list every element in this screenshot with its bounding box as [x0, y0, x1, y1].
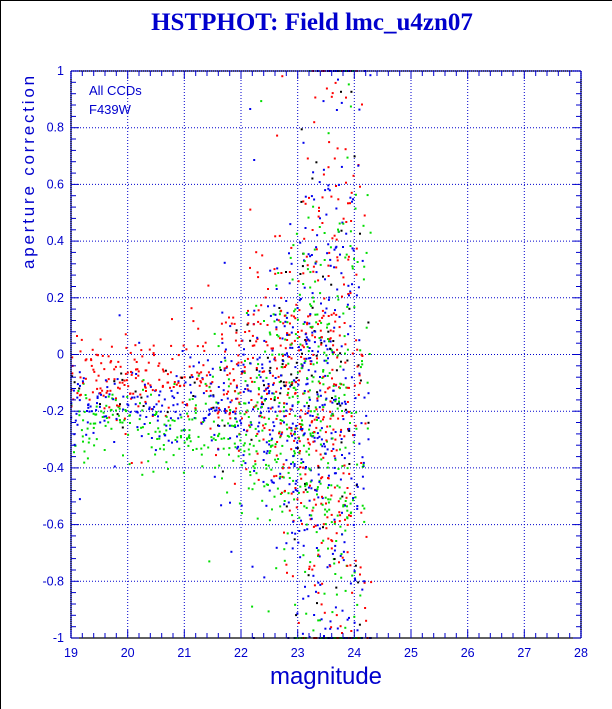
svg-text:0.2: 0.2 [47, 291, 64, 305]
svg-text:1: 1 [57, 64, 64, 78]
svg-text:21: 21 [177, 646, 191, 660]
svg-text:23: 23 [291, 646, 305, 660]
svg-text:0.8: 0.8 [47, 121, 64, 135]
svg-text:24: 24 [347, 646, 361, 660]
svg-text:26: 26 [461, 646, 475, 660]
svg-text:-0.4: -0.4 [42, 461, 64, 475]
svg-text:25: 25 [404, 646, 418, 660]
svg-text:28: 28 [574, 646, 588, 660]
svg-text:-1: -1 [53, 631, 64, 645]
svg-text:0.6: 0.6 [47, 177, 64, 191]
svg-text:-0.6: -0.6 [42, 518, 64, 532]
svg-text:22: 22 [234, 646, 248, 660]
svg-text:-0.2: -0.2 [42, 404, 64, 418]
svg-text:27: 27 [517, 646, 531, 660]
svg-text:-0.8: -0.8 [42, 574, 64, 588]
svg-text:0: 0 [57, 348, 64, 362]
svg-text:20: 20 [121, 646, 135, 660]
svg-text:0.4: 0.4 [47, 234, 64, 248]
svg-text:19: 19 [64, 646, 78, 660]
